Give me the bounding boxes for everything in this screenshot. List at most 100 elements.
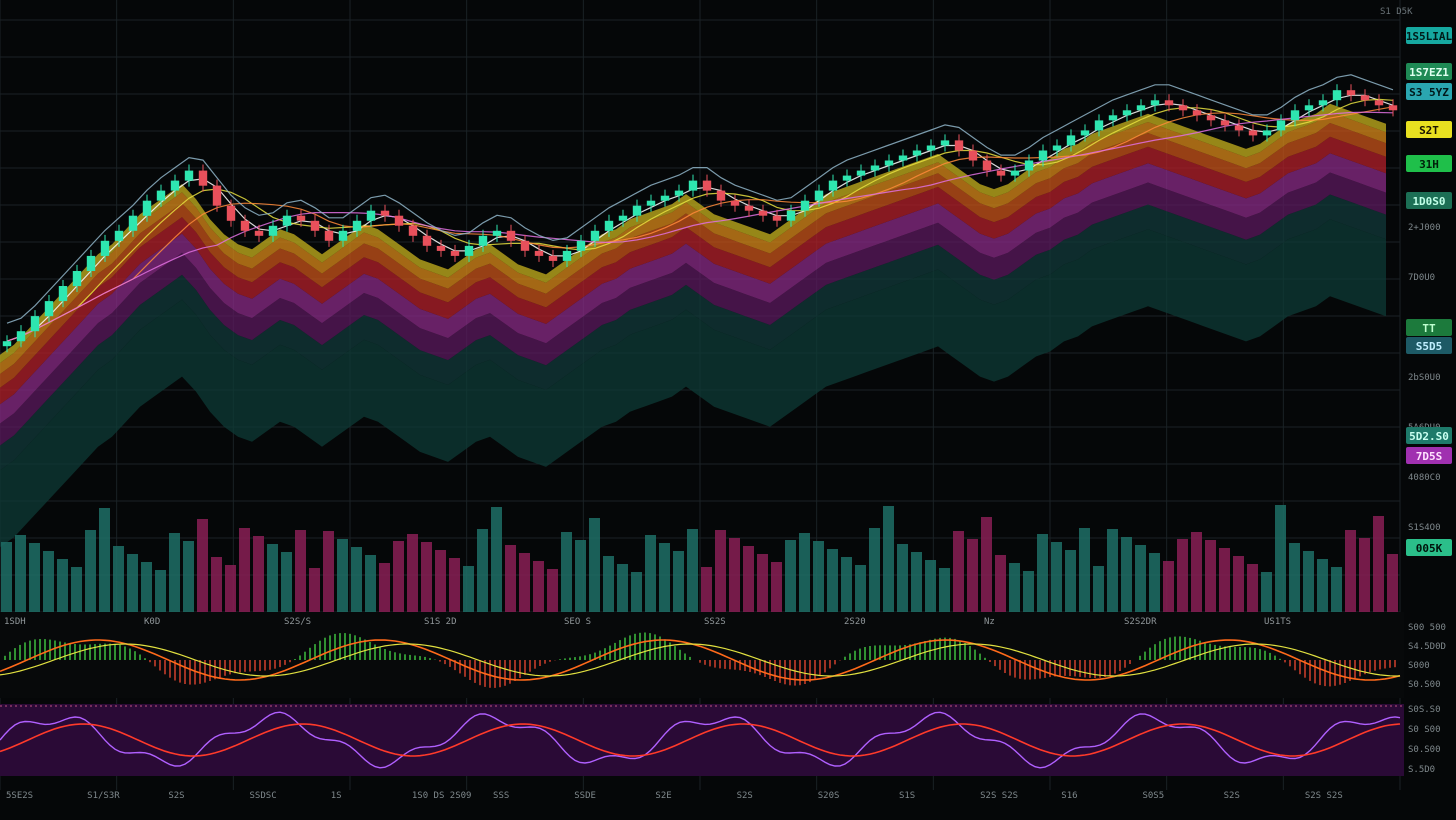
time-axis-label: S2S S2S	[980, 791, 1018, 801]
price-tag: S5D5	[1406, 337, 1452, 354]
volume-bar	[967, 539, 978, 612]
candle-body	[114, 230, 124, 241]
volume-bar	[1317, 559, 1328, 612]
candle-body	[2, 341, 12, 347]
candle-body	[548, 255, 558, 261]
volume-bar	[1191, 532, 1202, 612]
ma-line	[6, 98, 1394, 342]
volume-bar	[1079, 528, 1090, 612]
volume-bar	[617, 564, 628, 612]
macd-label: Nz	[984, 617, 995, 627]
price-tag: 1S5LIAL	[1406, 27, 1453, 44]
candle-body	[940, 140, 950, 146]
volume-bar	[953, 531, 964, 612]
volume-bar	[1135, 545, 1146, 612]
volume-bar	[1093, 566, 1104, 612]
volume-bar	[253, 536, 264, 612]
candle-body	[30, 316, 40, 332]
volume-bar	[533, 561, 544, 612]
candle-body	[1234, 125, 1244, 131]
volume-bar	[393, 541, 404, 612]
candle-body	[464, 245, 474, 256]
candle-body	[310, 220, 320, 231]
time-axis-label: S1/S3R	[87, 791, 120, 801]
time-axis-label: S2S	[168, 791, 184, 801]
candle-body	[86, 255, 96, 271]
rsi-line	[0, 711, 1401, 769]
volume-bar	[1023, 571, 1034, 612]
volume-bar	[1233, 556, 1244, 612]
candle-body	[786, 210, 796, 221]
time-axis-label: S2S	[1224, 791, 1240, 801]
volume-bar	[1373, 516, 1384, 612]
candle-body	[1332, 90, 1342, 101]
candle-body	[296, 215, 306, 221]
candle-body	[338, 230, 348, 241]
volume-bar	[211, 557, 222, 612]
candle-body	[324, 230, 334, 241]
macd-label: S1S 2D	[424, 617, 457, 627]
candle-body	[562, 250, 572, 261]
volume-bar	[365, 555, 376, 612]
volume-bar	[407, 534, 418, 612]
volume-bar	[1247, 564, 1258, 612]
volume-bar	[687, 529, 698, 612]
price-axis-label: 2bS0U0	[1408, 373, 1441, 383]
ma-ribbon-band	[0, 136, 1386, 405]
ma-ribbon-band	[0, 112, 1386, 374]
candle-body	[590, 230, 600, 241]
rsi-signal-line	[0, 723, 1401, 757]
price-tag: 1S7EZ1	[1406, 63, 1452, 80]
price-tag-text: 1D0S0	[1412, 195, 1445, 208]
volume-bar	[673, 551, 684, 612]
candle-body	[282, 215, 292, 226]
price-tag: TT	[1406, 319, 1452, 336]
candle-body	[1178, 105, 1188, 111]
volume-bar	[197, 519, 208, 612]
volume-bar	[463, 566, 474, 612]
volume-bar	[183, 541, 194, 612]
candle-body	[1374, 100, 1384, 106]
price-tag-text: 5D2.S0	[1409, 430, 1449, 443]
candle-body	[702, 180, 712, 191]
rsi-axis-label: S0S.S0	[1408, 705, 1441, 715]
volume-bar	[939, 568, 950, 612]
price-tag-text: S5D5	[1416, 340, 1443, 353]
candle-body	[58, 286, 68, 302]
time-axis-label: S0S5	[1142, 791, 1164, 801]
candle-body	[1388, 105, 1398, 111]
candle-body	[1220, 120, 1230, 126]
time-axis-label: S20S	[818, 791, 840, 801]
volume-bar	[631, 572, 642, 612]
volume-bar	[295, 530, 306, 612]
candle-body	[1094, 120, 1104, 131]
macd-label: 1SDH	[4, 617, 26, 627]
macd-label: US1TS	[1264, 617, 1291, 627]
candle-body	[912, 150, 922, 156]
volume-bar	[659, 543, 670, 612]
candle-body	[1066, 135, 1076, 146]
candle-body	[212, 185, 222, 206]
volume-bar	[1261, 572, 1272, 612]
candle-body	[828, 180, 838, 191]
volume-bar	[1331, 567, 1342, 612]
candle-body	[72, 271, 82, 287]
candle-body	[534, 250, 544, 256]
ma-ribbon-band	[0, 123, 1386, 388]
volume-bar	[323, 531, 334, 612]
rsi-axis-label: S0 S00	[1408, 725, 1441, 735]
candle-body	[436, 245, 446, 251]
macd-label: S2S2DR	[1124, 617, 1157, 627]
price-tag: 1D0S0	[1406, 192, 1452, 209]
candle-body	[1122, 110, 1132, 116]
time-axis-label: S1S	[899, 791, 915, 801]
volume-bar	[15, 535, 26, 612]
candle-body	[1360, 95, 1370, 101]
candle-body	[450, 250, 460, 256]
macd-axis-label: S0.S00	[1408, 680, 1441, 690]
price-tag: 31H	[1406, 155, 1452, 172]
candle-body	[184, 170, 194, 181]
volume-bar	[99, 508, 110, 612]
volume-bar	[1121, 537, 1132, 612]
candle-body	[268, 225, 278, 236]
